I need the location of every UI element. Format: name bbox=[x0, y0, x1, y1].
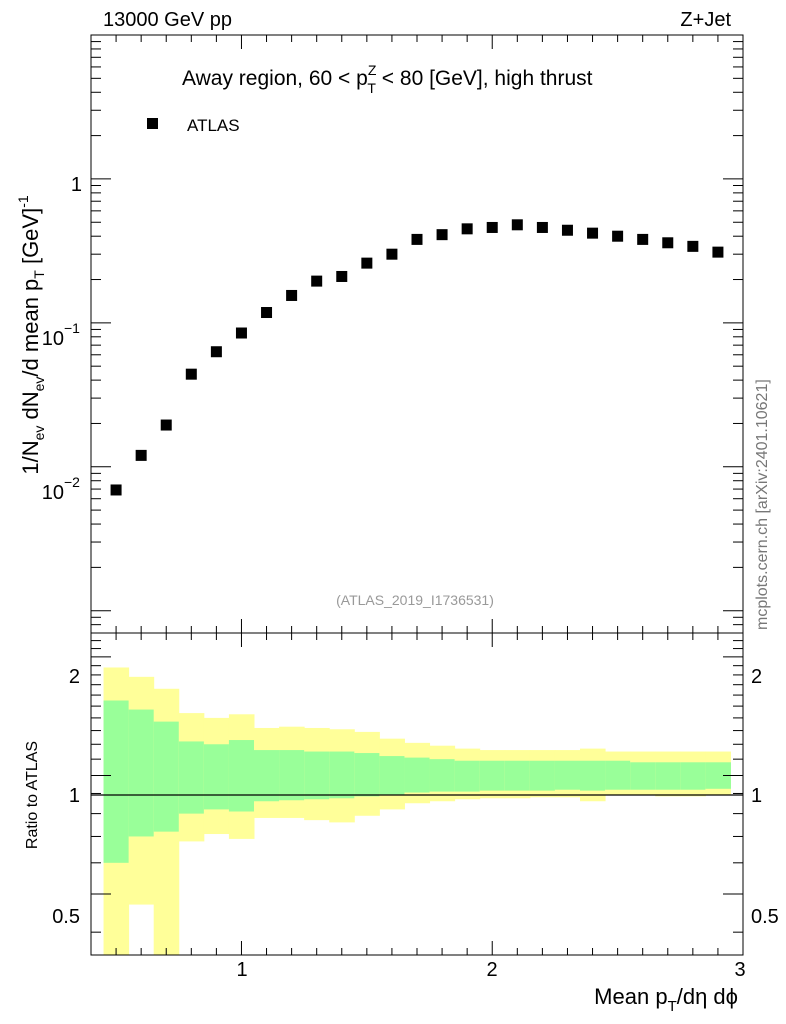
data-point bbox=[511, 219, 523, 231]
ratio-bands bbox=[103, 667, 731, 955]
data-point bbox=[687, 240, 699, 252]
ytick-0.1: 10 bbox=[42, 328, 64, 350]
data-point bbox=[336, 270, 348, 282]
xtick-2: 2 bbox=[486, 959, 497, 981]
energy-label: 13000 GeV pp bbox=[103, 9, 232, 31]
main-y-tick-labels: 1 10 −1 10 −2 bbox=[42, 174, 82, 504]
data-point bbox=[361, 257, 373, 269]
data-point bbox=[436, 229, 448, 241]
legend-marker bbox=[147, 118, 158, 129]
ratio-ytick-1-right: 1 bbox=[751, 785, 762, 807]
inner-band-bin bbox=[680, 762, 706, 790]
ytick-0.01-exp: −2 bbox=[64, 474, 80, 490]
inner-band-bin bbox=[228, 740, 255, 812]
inner-band-bin bbox=[178, 741, 205, 814]
inner-band-bin bbox=[605, 760, 631, 790]
inner-band-bin bbox=[454, 760, 481, 792]
inner-band-bin bbox=[429, 759, 456, 792]
data-point bbox=[461, 223, 473, 235]
ytick-0.1-exp: −1 bbox=[64, 320, 80, 336]
ratio-ytick-0.5-right: 0.5 bbox=[751, 906, 779, 928]
axis-ticks bbox=[91, 34, 744, 955]
data-point bbox=[612, 230, 624, 242]
data-point bbox=[486, 221, 498, 233]
legend-label: ATLAS bbox=[187, 116, 240, 135]
inner-band-bin bbox=[354, 753, 380, 797]
inner-band-bin bbox=[379, 756, 405, 795]
ytick-0.01: 10 bbox=[42, 482, 64, 504]
main-ylabel: 1/Nev dNev/d mean pT [GeV]-1 bbox=[15, 195, 47, 475]
ratio-y-tick-labels: 2 1 0.5 2 1 0.5 bbox=[52, 666, 779, 928]
x-axis-label: Mean pT/dη dϕ bbox=[594, 984, 738, 1015]
data-point bbox=[637, 233, 649, 245]
process-label: Z+Jet bbox=[680, 9, 731, 31]
inner-band-bin bbox=[304, 751, 330, 800]
inner-band-bin bbox=[630, 762, 656, 790]
data-point bbox=[286, 289, 298, 301]
inner-band-bin bbox=[580, 760, 606, 791]
inner-band-bin bbox=[529, 760, 556, 791]
ratio-ytick-2: 2 bbox=[69, 666, 80, 688]
data-point bbox=[135, 449, 147, 461]
inner-band-bin bbox=[103, 700, 130, 863]
inner-band-bin bbox=[504, 760, 531, 791]
data-point bbox=[411, 233, 423, 245]
ratio-ytick-1: 1 bbox=[69, 785, 80, 807]
xtick-1: 1 bbox=[236, 959, 247, 981]
inner-band-bin bbox=[254, 750, 280, 802]
inner-band-bin bbox=[329, 751, 355, 799]
data-point bbox=[160, 419, 172, 431]
inner-band-bin bbox=[128, 709, 155, 837]
ratio-ytick-0.5: 0.5 bbox=[52, 906, 80, 928]
data-point bbox=[110, 484, 122, 496]
data-point bbox=[210, 346, 222, 358]
data-point bbox=[536, 221, 548, 233]
xtick-3: 3 bbox=[734, 959, 745, 981]
inner-band-bin bbox=[479, 760, 506, 791]
inner-band-bin bbox=[554, 760, 581, 790]
data-point bbox=[662, 237, 674, 249]
data-point bbox=[261, 307, 273, 319]
atlas-data-series bbox=[110, 219, 724, 496]
ytick-1: 1 bbox=[71, 174, 82, 196]
inner-band-bin bbox=[279, 750, 305, 801]
inner-band-bin bbox=[404, 757, 431, 793]
data-point bbox=[311, 275, 323, 287]
inner-band-bin bbox=[153, 721, 180, 832]
data-point bbox=[712, 246, 724, 258]
inner-band-bin bbox=[655, 762, 681, 790]
mcplots-watermark: mcplots.cern.ch [arXiv:2401.10621] bbox=[754, 379, 771, 630]
data-point bbox=[235, 327, 247, 339]
inner-band-bin bbox=[203, 744, 230, 810]
ratio-ylabel: Ratio to ATLAS bbox=[24, 741, 41, 849]
analysis-id: (ATLAS_2019_I1736531) bbox=[336, 592, 494, 608]
ratio-ytick-2-right: 2 bbox=[751, 666, 762, 688]
data-point bbox=[185, 368, 197, 380]
data-point bbox=[587, 227, 599, 239]
data-point bbox=[561, 224, 573, 236]
data-point bbox=[386, 248, 398, 260]
x-tick-labels: 1 2 3 bbox=[236, 959, 745, 981]
plot-title: Away region, 60 < pZ T < 80 [GeV], high t… bbox=[182, 62, 593, 96]
